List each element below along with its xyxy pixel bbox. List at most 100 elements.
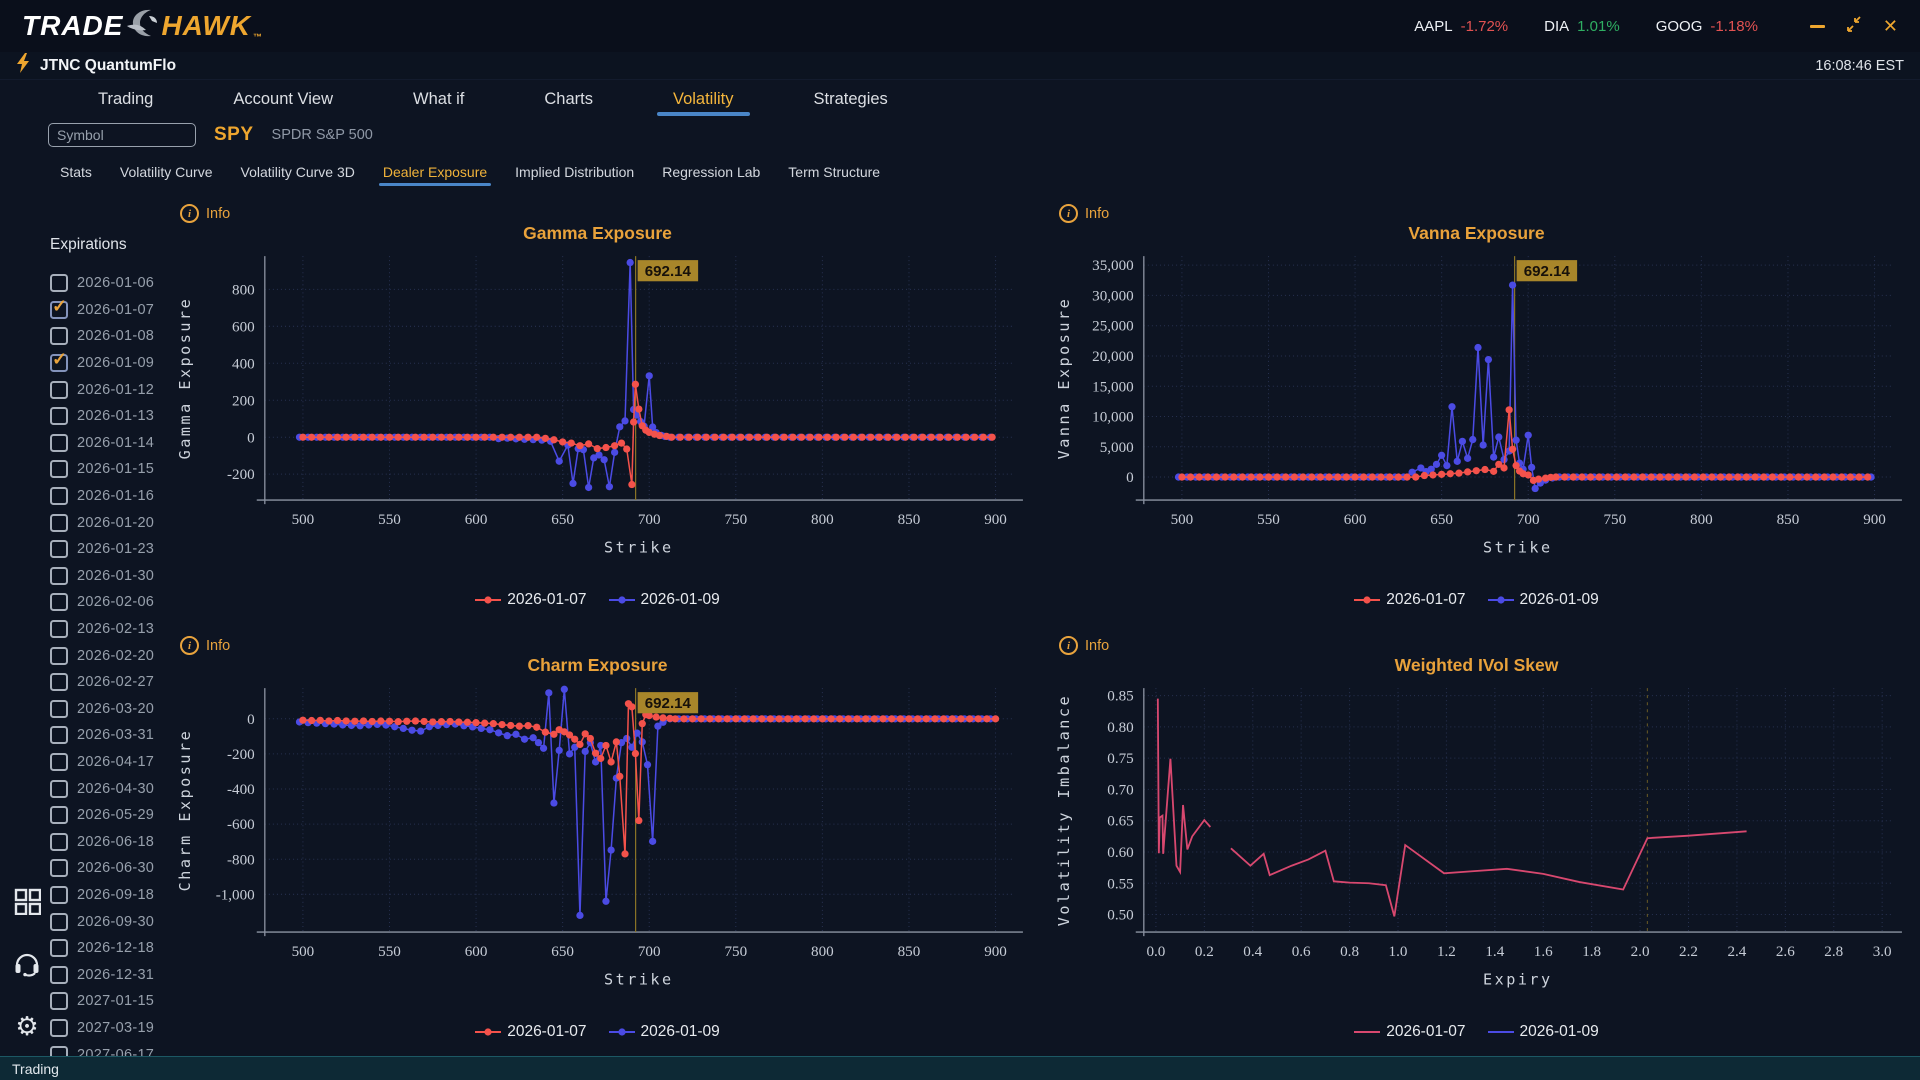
info-button[interactable]: i Info bbox=[1059, 636, 1109, 655]
symbol-input[interactable] bbox=[48, 123, 196, 147]
expiration-checkbox[interactable] bbox=[50, 620, 68, 639]
expiration-checkbox[interactable] bbox=[50, 1045, 68, 1056]
expiration-checkbox[interactable] bbox=[50, 487, 68, 506]
legend-marker bbox=[1487, 1030, 1514, 1033]
subtab-term-structure[interactable]: Term Structure bbox=[788, 164, 881, 180]
svg-text:800: 800 bbox=[811, 944, 834, 960]
ticker-aapl: AAPL -1.72% bbox=[1414, 18, 1508, 35]
svg-text:2.4: 2.4 bbox=[1727, 944, 1746, 960]
expiration-label: 2026-02-06 bbox=[77, 594, 155, 611]
expiration-checkbox[interactable] bbox=[50, 992, 68, 1011]
subtab-implied-distribution[interactable]: Implied Distribution bbox=[515, 164, 635, 180]
svg-text:0.60: 0.60 bbox=[1107, 845, 1133, 861]
expirations-title: Expirations bbox=[50, 236, 127, 253]
subtab-dealer-exposure[interactable]: Dealer Exposure bbox=[369, 152, 501, 192]
expiration-label: 2026-02-27 bbox=[77, 674, 155, 691]
active-symbol: SPY bbox=[214, 124, 254, 145]
expiration-checkbox[interactable] bbox=[50, 885, 68, 904]
expiration-checkbox[interactable] bbox=[50, 460, 68, 479]
expiration-row: 2026-01-13 bbox=[50, 403, 162, 430]
expiration-row: 2027-01-15 bbox=[50, 988, 162, 1015]
tab-strategies[interactable]: Strategies bbox=[813, 89, 888, 108]
expiration-checkbox[interactable] bbox=[50, 779, 68, 798]
gamma-exposure-panel: i Info Gamma Exposure 800 600 400 200 0 -200 500 5… bbox=[162, 192, 1041, 624]
layout-grid-icon[interactable] bbox=[12, 886, 42, 916]
info-button[interactable]: i Info bbox=[180, 204, 230, 223]
svg-text:0.2: 0.2 bbox=[1195, 944, 1214, 960]
close-icon[interactable]: ✕ bbox=[1882, 16, 1898, 36]
ticker-goog: GOOG -1.18% bbox=[1656, 18, 1758, 35]
lightning-bolt-icon bbox=[16, 53, 30, 78]
expiration-row: 2026-01-16 bbox=[50, 483, 162, 510]
minimize-icon[interactable] bbox=[1809, 24, 1825, 28]
legend-label: 2026-01-07 bbox=[507, 1022, 587, 1040]
subtab-volatility-curve-3d[interactable]: Volatility Curve 3D bbox=[240, 164, 355, 180]
expiration-label: 2026-01-09 bbox=[77, 355, 155, 372]
svg-text:0.70: 0.70 bbox=[1107, 782, 1133, 798]
info-icon: i bbox=[1059, 204, 1078, 223]
expiration-checkbox[interactable] bbox=[50, 806, 68, 825]
ticker-symbol: DIA bbox=[1544, 17, 1570, 35]
chart-legend: 2026-01-07 2026-01-09 bbox=[1043, 585, 1910, 615]
svg-text:30,000: 30,000 bbox=[1092, 288, 1134, 304]
expiration-checkbox[interactable] bbox=[50, 349, 68, 373]
subtab-regression-lab[interactable]: Regression Lab bbox=[662, 164, 761, 180]
hawk-logo-icon bbox=[121, 7, 165, 46]
expiration-checkbox[interactable] bbox=[50, 646, 68, 665]
expiration-checkbox[interactable] bbox=[50, 673, 68, 692]
expiration-checkbox[interactable] bbox=[50, 1018, 68, 1037]
expiration-row: 2026-09-18 bbox=[50, 882, 162, 909]
expiration-checkbox[interactable] bbox=[50, 832, 68, 851]
tab-charts[interactable]: Charts bbox=[544, 89, 593, 108]
expiration-checkbox[interactable] bbox=[50, 939, 68, 958]
expiration-checkbox[interactable] bbox=[50, 912, 68, 931]
logo-hawk-text: HAWK bbox=[161, 10, 251, 41]
expiration-checkbox[interactable] bbox=[50, 859, 68, 878]
expiration-checkbox[interactable] bbox=[50, 726, 68, 745]
expirations-sidebar: Expirations 2026-01-062026-01-072026-01-… bbox=[0, 192, 162, 1056]
legend-label: 2026-01-07 bbox=[1386, 590, 1466, 608]
svg-text:1.8: 1.8 bbox=[1582, 944, 1601, 960]
expiration-checkbox[interactable] bbox=[50, 699, 68, 718]
info-button[interactable]: i Info bbox=[1059, 204, 1109, 223]
tab-what-if[interactable]: What if bbox=[413, 89, 465, 108]
expiration-checkbox[interactable] bbox=[50, 566, 68, 585]
expiration-checkbox[interactable] bbox=[50, 296, 68, 319]
chart-header: i Info Charm Exposure bbox=[164, 628, 1031, 678]
settings-gear-icon[interactable]: ⚙ bbox=[15, 1012, 39, 1042]
expiration-checkbox[interactable] bbox=[50, 965, 68, 984]
svg-text:650: 650 bbox=[551, 512, 574, 528]
expiration-row: 2026-02-06 bbox=[50, 589, 162, 616]
expiration-row: 2026-01-06 bbox=[50, 270, 162, 297]
tab-account-view[interactable]: Account View bbox=[233, 89, 334, 108]
expiration-label: 2026-05-29 bbox=[77, 807, 155, 824]
legend-marker bbox=[1354, 596, 1381, 604]
expiration-checkbox[interactable] bbox=[50, 380, 68, 399]
svg-text:Strike: Strike bbox=[604, 970, 674, 988]
subtab-stats[interactable]: Stats bbox=[60, 164, 92, 180]
expiration-label: 2026-02-20 bbox=[77, 647, 155, 664]
expiration-checkbox[interactable] bbox=[50, 540, 68, 559]
expiration-checkbox[interactable] bbox=[50, 327, 68, 346]
expiration-label: 2026-06-18 bbox=[77, 833, 155, 850]
restore-window-icon[interactable] bbox=[1845, 15, 1863, 38]
subtab-volatility-curve[interactable]: Volatility Curve bbox=[119, 164, 213, 180]
chart-header: i Info Weighted IVol Skew bbox=[1043, 628, 1910, 678]
expiration-checkbox[interactable] bbox=[50, 433, 68, 452]
svg-text:-1,000: -1,000 bbox=[216, 887, 255, 903]
expiration-checkbox[interactable] bbox=[50, 593, 68, 612]
info-button[interactable]: i Info bbox=[180, 636, 230, 655]
expiration-checkbox[interactable] bbox=[50, 407, 68, 426]
expiration-checkbox[interactable] bbox=[50, 274, 68, 293]
expiration-checkbox[interactable] bbox=[50, 513, 68, 532]
svg-text:0.80: 0.80 bbox=[1107, 720, 1133, 736]
support-headset-icon[interactable] bbox=[12, 948, 42, 978]
svg-text:692.14: 692.14 bbox=[645, 695, 692, 712]
svg-text:550: 550 bbox=[378, 512, 401, 528]
tab-volatility[interactable]: Volatility bbox=[633, 80, 774, 118]
logo-trademark: ™ bbox=[253, 31, 263, 42]
svg-text:0: 0 bbox=[247, 712, 255, 728]
tab-trading[interactable]: Trading bbox=[98, 89, 154, 108]
expiration-checkbox[interactable] bbox=[50, 752, 68, 771]
expiration-label: 2026-01-13 bbox=[77, 408, 155, 425]
